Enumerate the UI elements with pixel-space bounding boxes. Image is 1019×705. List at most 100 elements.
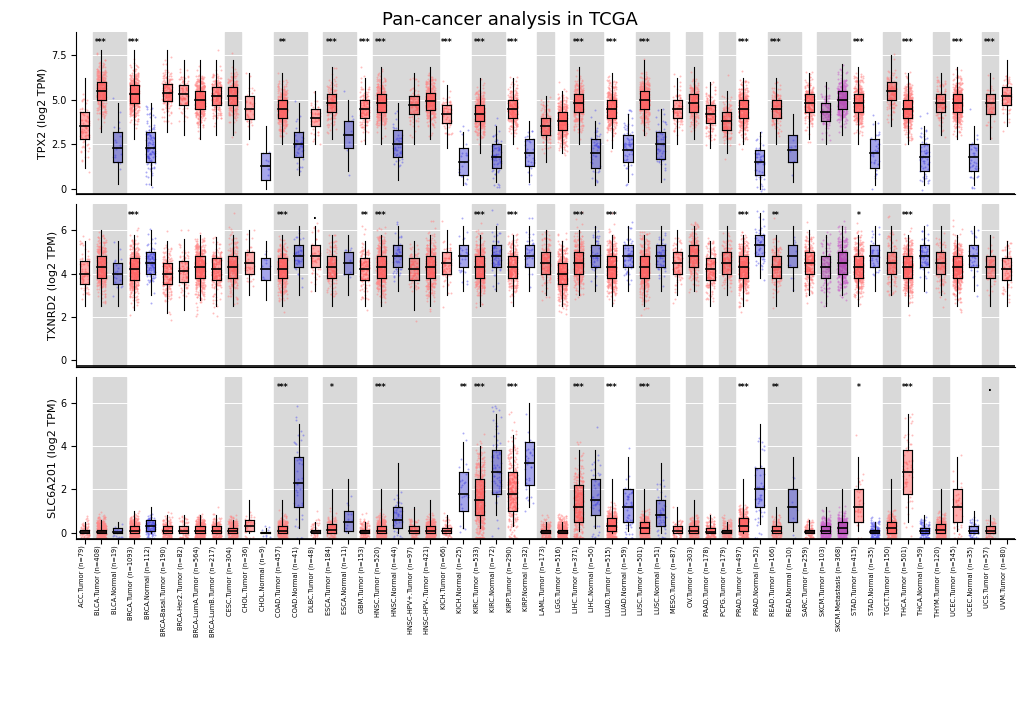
Point: [638, 517, 654, 529]
Point: [602, 526, 619, 537]
Point: [375, 240, 391, 252]
Point: [422, 114, 438, 125]
Point: [605, 276, 622, 288]
Point: [193, 255, 209, 266]
Point: [602, 266, 619, 277]
Point: [555, 524, 572, 535]
Point: [122, 276, 139, 287]
Point: [370, 250, 386, 261]
Point: [238, 138, 255, 149]
Point: [162, 529, 178, 540]
Point: [933, 523, 950, 534]
Point: [551, 524, 568, 535]
Point: [123, 91, 140, 102]
Point: [92, 264, 108, 275]
Point: [278, 273, 294, 284]
Point: [501, 250, 518, 261]
Point: [934, 525, 951, 536]
Point: [488, 181, 504, 192]
Point: [424, 281, 440, 293]
Point: [92, 529, 108, 541]
Point: [508, 97, 525, 109]
Point: [475, 240, 491, 251]
Point: [981, 98, 998, 109]
Point: [374, 532, 390, 544]
Point: [639, 523, 655, 534]
Point: [376, 92, 392, 104]
Point: [410, 268, 426, 279]
Point: [736, 282, 752, 293]
Point: [535, 523, 551, 534]
Point: [899, 259, 915, 271]
Point: [162, 532, 178, 543]
Point: [738, 271, 754, 283]
Point: [798, 267, 814, 278]
Point: [804, 527, 820, 539]
Point: [112, 140, 128, 151]
Point: [287, 255, 304, 266]
Point: [847, 276, 863, 287]
Point: [162, 85, 178, 96]
Point: [418, 518, 434, 529]
Point: [105, 121, 121, 133]
Point: [834, 254, 850, 265]
Point: [357, 260, 373, 271]
Point: [631, 251, 647, 262]
Point: [632, 528, 648, 539]
Point: [519, 244, 535, 255]
Point: [550, 262, 567, 274]
Point: [634, 87, 650, 98]
Point: [193, 527, 209, 539]
Point: [813, 505, 829, 516]
Point: [689, 532, 705, 544]
Point: [736, 259, 752, 270]
Point: [951, 266, 967, 277]
Point: [209, 80, 225, 92]
Point: [95, 268, 111, 279]
Point: [196, 532, 212, 544]
Point: [573, 527, 589, 538]
Point: [649, 491, 665, 503]
Point: [159, 226, 175, 237]
Point: [96, 513, 112, 524]
Point: [224, 529, 240, 540]
Point: [837, 96, 853, 107]
Point: [639, 78, 655, 90]
Point: [606, 94, 623, 105]
Bar: [196, 256, 204, 278]
Point: [734, 257, 750, 268]
Point: [92, 524, 108, 535]
Point: [902, 92, 918, 103]
Point: [127, 81, 144, 92]
Point: [194, 262, 210, 273]
Point: [275, 522, 291, 534]
Point: [928, 517, 945, 528]
Point: [474, 493, 490, 504]
Point: [999, 281, 1015, 293]
Point: [508, 98, 525, 109]
Point: [220, 268, 236, 279]
Point: [354, 527, 370, 538]
Point: [418, 532, 434, 544]
Point: [983, 102, 1000, 114]
Point: [600, 520, 616, 532]
Point: [96, 517, 112, 529]
Point: [272, 125, 288, 137]
Point: [686, 103, 702, 114]
Point: [733, 257, 749, 269]
Point: [534, 99, 550, 111]
Point: [944, 247, 960, 259]
Point: [553, 260, 570, 271]
Point: [682, 104, 698, 115]
Point: [683, 242, 699, 253]
Point: [684, 106, 700, 118]
Point: [421, 248, 437, 259]
Point: [638, 262, 654, 273]
Point: [196, 269, 212, 281]
Point: [550, 256, 567, 267]
Point: [271, 82, 287, 94]
Point: [272, 522, 288, 534]
Point: [739, 97, 755, 108]
Point: [189, 86, 205, 97]
Point: [322, 92, 338, 103]
